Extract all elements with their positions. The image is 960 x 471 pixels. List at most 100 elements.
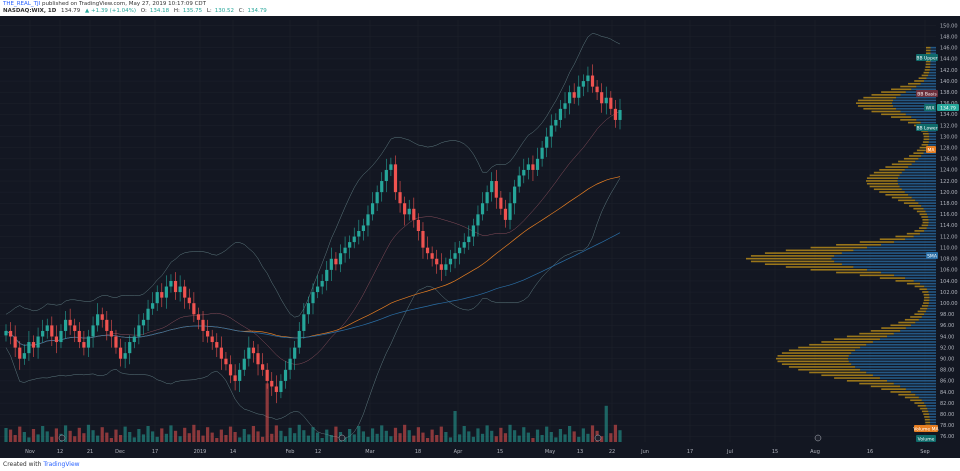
vp-row-gold — [855, 102, 892, 104]
vp-row-gold — [810, 268, 868, 271]
candle-body — [151, 303, 155, 309]
candle-body — [86, 336, 91, 348]
volume-bar — [471, 436, 475, 442]
time-tick-label: 15 — [497, 449, 503, 455]
candle-body — [141, 319, 146, 326]
volume-bar — [224, 435, 228, 442]
vp-row-blue — [834, 260, 936, 263]
volume-bar — [183, 427, 187, 442]
volume-bar — [522, 427, 526, 442]
tradingview-brand-link[interactable]: TradingView — [43, 461, 80, 468]
vp-row-gold — [834, 338, 880, 340]
publisher-user-link[interactable]: THE_REAL_TJI — [3, 1, 41, 7]
vp-row-gold — [921, 410, 929, 413]
candle-body — [206, 330, 210, 337]
axis-badges: BB Upper BB Basis WIX 134.79 BB Lower — [913, 54, 959, 443]
price-axis[interactable]: 150.00 148.00 146.00 144.00 142.00 140.00 138.… — [940, 23, 958, 440]
vp-row-gold — [895, 280, 914, 282]
vp-row-gold — [836, 243, 882, 246]
candle-body — [54, 336, 59, 343]
candle-body — [508, 203, 512, 220]
event-markers[interactable] — [58, 434, 822, 442]
vp-row-blue — [893, 332, 936, 335]
vp-row-gold — [923, 413, 929, 415]
price-tick-label: 78.00 — [940, 423, 954, 429]
volume-bar — [412, 435, 416, 442]
vp-row-gold — [921, 305, 929, 307]
candle-body — [613, 108, 618, 120]
badge-volume-ma-text: Volume MA — [913, 427, 939, 433]
time-tick-label: 22 — [609, 449, 615, 455]
volume-bar — [13, 435, 17, 442]
candle-body — [572, 92, 576, 98]
badge-volume: Volume — [916, 435, 936, 443]
vp-row-gold — [906, 282, 921, 285]
time-tick-label: Dec — [115, 449, 125, 455]
vp-row-blue — [893, 105, 936, 107]
vp-row-gold — [836, 271, 882, 274]
vp-row-gold — [922, 141, 929, 143]
volume-bar — [352, 434, 356, 442]
time-tick-label: 21 — [87, 449, 93, 455]
vp-row-blue — [860, 368, 936, 371]
price-tick-label: 124.00 — [940, 168, 958, 174]
volume-bar — [329, 435, 333, 442]
earnings-event-icon[interactable] — [814, 434, 822, 442]
vp-row-gold — [870, 385, 901, 388]
vp-row-gold — [900, 85, 917, 88]
ohlc-low-value: 130.52 — [214, 8, 234, 14]
candle-body — [41, 330, 45, 337]
vp-row-gold — [891, 163, 912, 166]
chart-canvas[interactable]: 150.00 148.00 146.00 144.00 142.00 140.00 138.… — [0, 16, 960, 458]
vp-row-blue — [853, 266, 936, 268]
earnings-event-icon[interactable] — [58, 434, 66, 442]
candle-body — [471, 225, 475, 237]
earnings-event-icon[interactable] — [594, 434, 602, 442]
candle-body — [549, 125, 553, 137]
price-tick-label: 132.00 — [940, 123, 958, 129]
volume-bar — [242, 429, 246, 442]
vp-row-gold — [923, 135, 930, 138]
vp-row-blue — [930, 60, 936, 63]
candle-body — [242, 358, 246, 370]
time-tick-label: 17 — [152, 449, 158, 455]
vp-row-gold — [909, 155, 922, 157]
volume-bar — [82, 433, 86, 442]
candle-body — [137, 325, 141, 337]
vp-row-blue — [920, 282, 936, 285]
vp-row-gold — [821, 341, 873, 343]
vp-row-blue — [855, 366, 936, 368]
time-axis[interactable]: Nov 12 21 Dec 17 2019 14 Feb 12 Mar 18 Apr 15 May 13 22… — [25, 449, 930, 455]
vp-row-blue — [928, 221, 936, 224]
volume-bar — [137, 429, 141, 442]
symbol-name[interactable]: NASDAQ:WIX, 1D — [3, 8, 57, 14]
price-tick-label: 120.00 — [940, 190, 958, 196]
volume-bar — [393, 427, 398, 442]
bb-basis-line — [5, 110, 621, 365]
earnings-event-icon[interactable] — [338, 434, 346, 442]
chart-pane[interactable]: 150.00 148.00 146.00 144.00 142.00 140.00 138.… — [0, 16, 960, 458]
vp-row-blue — [841, 252, 936, 254]
vp-row-blue — [848, 360, 936, 363]
vp-row-blue — [926, 213, 936, 216]
candle-body — [558, 108, 563, 120]
vp-row-gold — [885, 166, 909, 168]
volume-bar — [370, 428, 375, 442]
time-tick-label: Mar — [365, 449, 375, 455]
candle-body — [586, 75, 590, 82]
volume-bar — [494, 436, 498, 442]
vp-row-blue — [897, 180, 936, 182]
vp-row-blue — [928, 291, 936, 293]
volume-bar — [54, 428, 59, 442]
candle-body — [169, 280, 173, 287]
vp-row-blue — [900, 330, 936, 332]
volume-bar — [22, 432, 26, 442]
volume-bar — [334, 426, 338, 442]
vp-row-blue — [920, 82, 936, 85]
volume-bar — [389, 436, 393, 442]
candle-body — [82, 342, 86, 348]
candle-body — [100, 314, 104, 320]
candle-body — [50, 325, 54, 337]
vp-row-blue — [853, 249, 936, 252]
volume-bar — [513, 430, 517, 442]
